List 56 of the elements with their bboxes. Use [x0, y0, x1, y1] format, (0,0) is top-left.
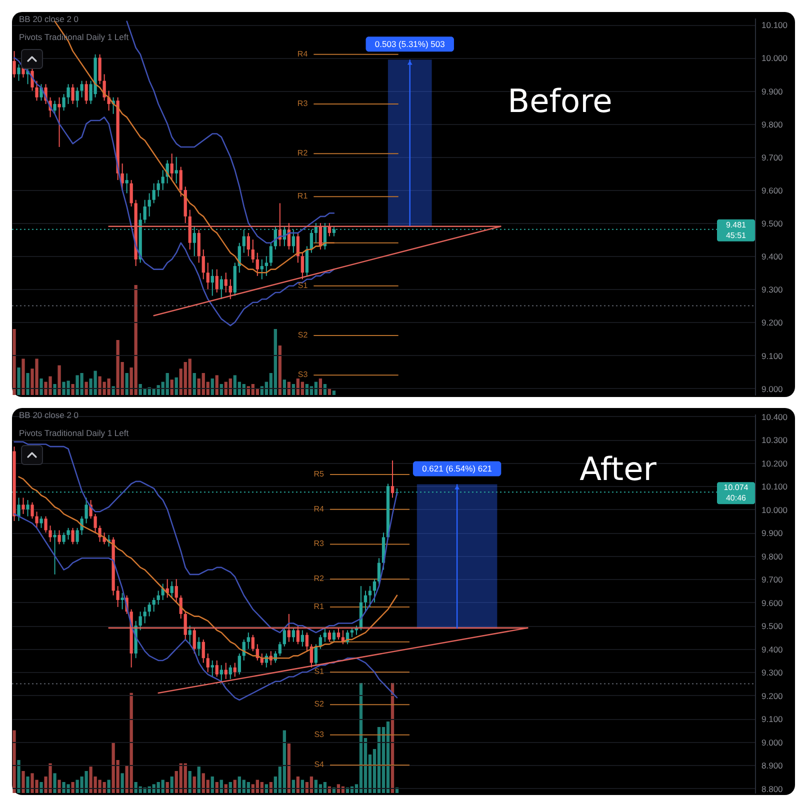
y-tick-label: 10.000: [762, 504, 788, 515]
y-tick-label: 9.600: [762, 185, 784, 196]
ref-line-label: R1: [314, 602, 325, 611]
ref-line-label: S3: [314, 730, 325, 739]
band-label: 0.621 (6.54%) 621: [422, 464, 492, 474]
annotation: 40:46: [726, 494, 747, 503]
ref-line-label: R4: [297, 49, 308, 58]
ref-line-label: R4: [314, 504, 325, 514]
y-tick-label: 9.300: [762, 284, 784, 295]
y-tick-label: 8.800: [762, 784, 784, 794]
text: After: [580, 450, 658, 488]
y-tick-label: 10.100: [762, 482, 788, 492]
ref-line-label: R3: [314, 539, 325, 548]
y-tick-label: 9.800: [762, 119, 784, 130]
y-tick-label: 9.900: [762, 86, 784, 96]
y-tick-label: 10.400: [762, 412, 788, 422]
y-tick-label: 9.100: [762, 714, 784, 724]
ref-line-label: S3: [298, 370, 308, 380]
y-tick-label: 9.700: [762, 152, 784, 162]
ref-line-label: 10.074: [724, 483, 749, 492]
y-tick-label: 9.600: [762, 598, 784, 608]
y-tick-label: 10.100: [762, 20, 788, 30]
y-tick-label: 9.500: [762, 218, 784, 229]
y-tick-label: 9.300: [762, 668, 784, 678]
y-tick-label: 9.100: [762, 350, 784, 361]
y-tick-label: 9.500: [762, 621, 784, 632]
y-tick-label: 9.800: [762, 551, 784, 562]
ref-line-label: S2: [298, 330, 308, 340]
y-tick-label: 9.700: [762, 574, 784, 585]
y-tick-label: 8.900: [762, 760, 784, 771]
ref-line-label: 9.481: [726, 220, 747, 230]
y-tick-label: 10.000: [762, 53, 788, 64]
y-tick-label: 9.200: [762, 318, 784, 328]
annotation: BB 20 close 2 0: [19, 14, 79, 24]
text: Before: [508, 82, 612, 120]
band-label: 0.503 (5.31%) 503: [374, 39, 446, 50]
y-tick-label: 10.200: [762, 458, 788, 468]
y-tick-label: 9.200: [762, 690, 784, 701]
y-tick-label: 9.400: [762, 252, 784, 262]
annotation: BB 20 close 2 0: [19, 410, 79, 420]
ref-line-label: S2: [314, 700, 325, 709]
ref-line-label: S1: [298, 280, 308, 290]
y-tick-label: 9.000: [762, 737, 784, 748]
y-tick-label: 9.000: [762, 384, 784, 394]
annotation: Pivots Traditional Daily 1 Left: [19, 428, 130, 438]
annotation: 45:51: [726, 230, 747, 240]
ref-line-label: S4: [314, 760, 325, 770]
ref-line-label: R2: [297, 148, 308, 158]
ref-line-label: R1: [297, 192, 308, 201]
ref-line-label: R5: [314, 469, 325, 478]
y-tick-label: 9.400: [762, 644, 784, 654]
y-tick-label: 9.900: [762, 528, 784, 538]
ref-line-label: S1: [314, 667, 325, 676]
ref-line-label: R3: [297, 98, 308, 108]
y-tick-label: 10.300: [762, 435, 788, 446]
ref-line-label: R2: [314, 574, 325, 584]
